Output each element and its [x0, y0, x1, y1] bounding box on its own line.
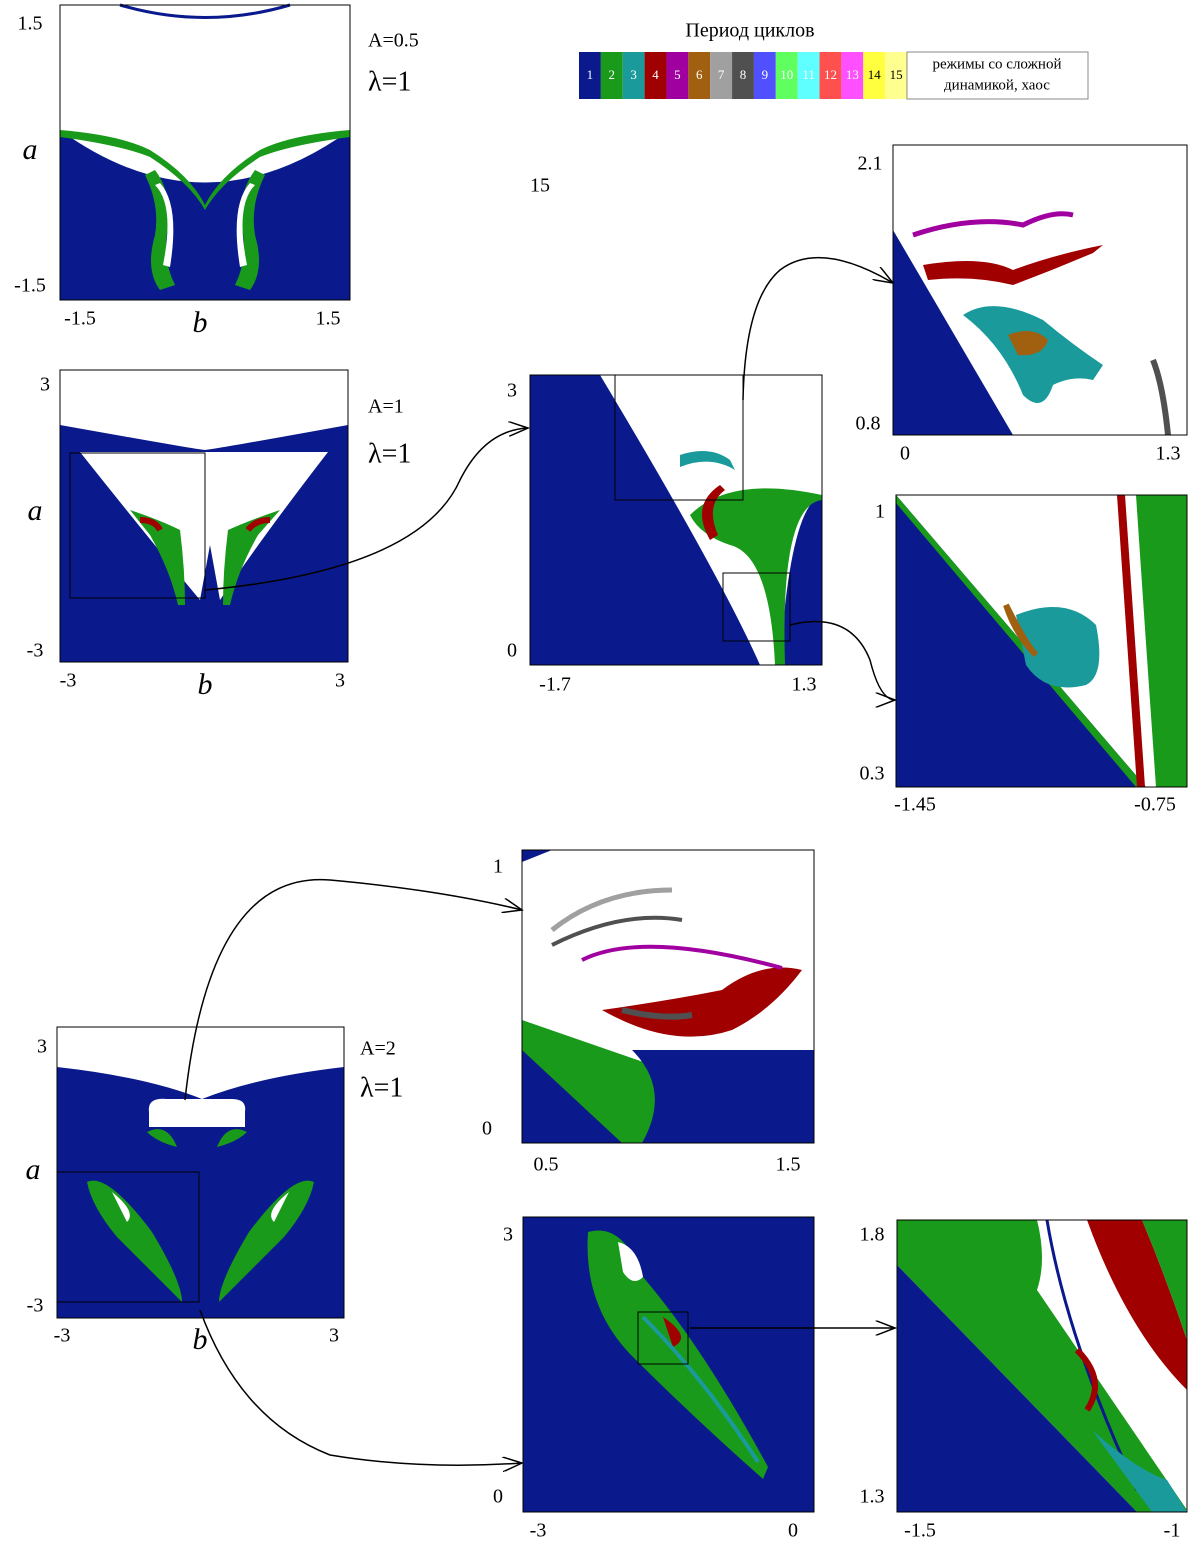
legend-label: 8: [740, 67, 747, 82]
x-tick-label: -1: [1164, 1520, 1181, 1542]
legend-label: 7: [718, 67, 725, 82]
param: A=1: [368, 396, 404, 418]
y-tick-label: 0.3: [860, 763, 885, 785]
arrow: [200, 1310, 522, 1465]
x-tick-label: -1.5: [64, 308, 96, 330]
legend-title: Период циклов: [685, 20, 814, 42]
legend-label: 6: [696, 67, 703, 82]
y-tick-label: 3: [503, 1224, 513, 1246]
x-tick-label: -1.5: [904, 1520, 936, 1542]
legend-label: 14: [868, 67, 882, 82]
y-tick-label: -3: [27, 1295, 44, 1317]
y-tick-label: 1.3: [860, 1486, 885, 1508]
y-tick-label: 1.5: [18, 13, 43, 35]
x-tick-label: 1.5: [776, 1154, 801, 1176]
legend-label: 1: [587, 67, 594, 82]
legend-label: 12: [824, 67, 837, 82]
param: λ=1: [368, 66, 411, 97]
y-tick-label: 2.1: [858, 153, 883, 175]
y-tick-label: 0: [482, 1118, 492, 1140]
x-label: b: [198, 668, 213, 701]
y-tick-label: 0: [507, 640, 517, 662]
legend-label: 3: [630, 67, 637, 82]
legend-label: 2: [609, 67, 616, 82]
panel: [897, 1220, 1187, 1512]
x-tick-label: 0: [788, 1520, 798, 1542]
y-tick-label: 0.8: [856, 413, 881, 435]
figure: Период циклов 123456789101112131415 режи…: [0, 0, 1192, 1544]
legend-label: 9: [762, 67, 769, 82]
legend-label: 11: [802, 67, 815, 82]
panel: [57, 1027, 344, 1318]
x-tick-label: 1.3: [1156, 443, 1181, 465]
legend-label: 5: [674, 67, 681, 82]
panel: [893, 145, 1187, 435]
x-tick-label: -3: [54, 1325, 71, 1347]
y-label: a: [26, 1153, 41, 1186]
param: λ=1: [368, 438, 411, 469]
x-tick-label: 3: [335, 670, 345, 692]
param: A=2: [360, 1038, 396, 1060]
panel: [522, 850, 814, 1143]
x-label: b: [193, 1323, 208, 1356]
panel: [60, 5, 350, 300]
x-tick-label: -3: [60, 670, 77, 692]
y-label: a: [28, 494, 43, 527]
x-tick-label: 0.5: [534, 1154, 559, 1176]
y-tick-label: -3: [27, 640, 44, 662]
legend-chaos: режимы со сложной: [933, 56, 1062, 72]
legend-label: 10: [780, 67, 793, 82]
x-tick-label: 3: [329, 1325, 339, 1347]
panel: [530, 375, 822, 665]
legend-label: 13: [846, 67, 859, 82]
y-tick-label: 3: [507, 380, 517, 402]
x-tick-label: 0: [900, 443, 910, 465]
x-label: b: [193, 306, 208, 339]
y-tick-label: 3: [40, 374, 50, 396]
x-tick-label: -1.7: [539, 674, 571, 696]
legend-label: 4: [652, 67, 659, 82]
param: λ=1: [360, 1072, 403, 1103]
y-tick-label: 3: [37, 1036, 47, 1058]
y-tick-label: -1.5: [14, 275, 46, 297]
panel: [60, 370, 348, 662]
x-tick-label: 1.5: [316, 308, 341, 330]
legend-chaos: динамикой, хаос: [944, 77, 1050, 93]
y-tick-label: 0: [493, 1486, 503, 1508]
panel: [523, 1217, 814, 1512]
param: A=0.5: [368, 30, 419, 52]
y-tick-label: 1: [875, 501, 885, 523]
legend-label: 15: [890, 67, 903, 82]
x-tick-label: 1.3: [792, 674, 817, 696]
x-tick-label: -0.75: [1134, 794, 1176, 816]
x-tick-label: -1.45: [894, 794, 936, 816]
x-tick-label: -3: [530, 1520, 547, 1542]
y-tick-label: 1.8: [860, 1224, 885, 1246]
stray-label: 15: [530, 175, 550, 197]
panel: [896, 495, 1187, 787]
y-tick-label: 1: [493, 856, 503, 878]
y-label: a: [23, 133, 38, 166]
